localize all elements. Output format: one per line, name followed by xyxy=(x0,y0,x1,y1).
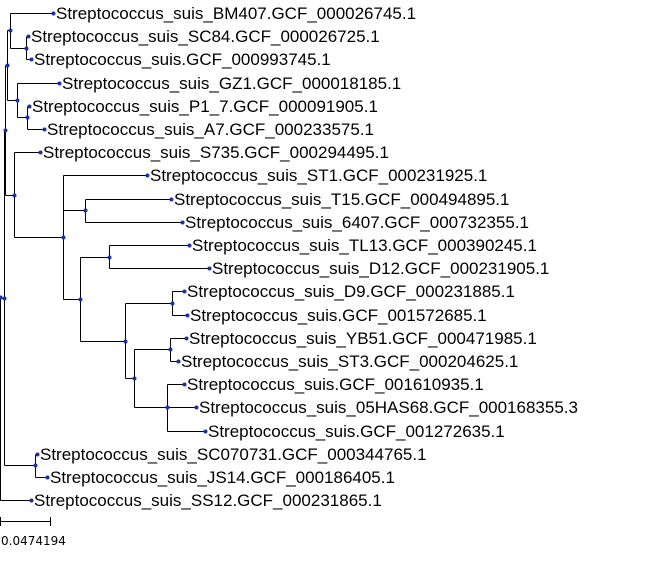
internal-node-dot xyxy=(132,376,137,381)
leaf-label: Streptococcus_suis_A7.GCF_000233575.1 xyxy=(47,120,374,139)
leaf-node-dot xyxy=(182,382,187,387)
leaf-label: Streptococcus_suis_SC070731.GCF_00034476… xyxy=(40,445,427,464)
scale-bar-label: 0.0474194 xyxy=(1,534,66,548)
internal-node-dot xyxy=(107,255,112,260)
leaf-node-dot xyxy=(207,266,212,271)
leaf-label: Streptococcus_suis_YB51.GCF_000471985.1 xyxy=(189,329,537,348)
leaf-label: Streptococcus_suis_05HAS68.GCF_000168355… xyxy=(199,398,578,417)
leaf-label: Streptococcus_suis_SS12.GCF_000231865.1 xyxy=(34,491,382,510)
leaf-label: Streptococcus_suis_TL13.GCF_000390245.1 xyxy=(192,236,537,255)
tree-nodes xyxy=(0,11,212,503)
leaf-node-dot xyxy=(57,81,62,86)
leaf-node-dot xyxy=(203,429,208,434)
leaf-label: Streptococcus_suis_ST3.GCF_000204625.1 xyxy=(181,352,518,371)
leaf-label: Streptococcus_suis.GCF_000993745.1 xyxy=(34,50,331,69)
leaf-label: Streptococcus_suis_D12.GCF_000231905.1 xyxy=(212,259,549,278)
internal-node-dot xyxy=(165,405,170,410)
leaf-node-dot xyxy=(176,359,181,364)
leaf-label: Streptococcus_suis_T15.GCF_000494895.1 xyxy=(174,190,509,209)
internal-node-dot xyxy=(83,208,88,213)
leaf-label: Streptococcus_suis_BM407.GCF_000026745.1 xyxy=(56,4,416,23)
leaf-node-dot xyxy=(185,313,190,318)
leaf-node-dot xyxy=(194,405,199,410)
scale-bar: 0.0474194 xyxy=(0,517,66,548)
internal-node-dot xyxy=(25,115,30,120)
leaf-label: Streptococcus_suis_JS14.GCF_000186405.1 xyxy=(50,468,395,487)
leaf-node-dot xyxy=(51,11,56,16)
leaf-label: Streptococcus_suis.GCF_001610935.1 xyxy=(187,375,484,394)
leaf-node-dot xyxy=(184,336,189,341)
internal-node-dot xyxy=(12,193,17,198)
internal-node-dot xyxy=(3,128,8,133)
leaf-node-dot xyxy=(45,475,50,480)
leaf-node-dot xyxy=(42,127,47,132)
leaf-label: Streptococcus_suis_D9.GCF_000231885.1 xyxy=(187,282,515,301)
leaf-node-dot xyxy=(180,220,185,225)
leaf-node-dot xyxy=(26,34,31,39)
leaf-node-dot xyxy=(29,57,34,62)
internal-node-dot xyxy=(24,46,29,51)
leaf-labels: Streptococcus_suis_BM407.GCF_000026745.1… xyxy=(31,4,578,510)
internal-node-dot xyxy=(8,28,13,33)
internal-node-dot xyxy=(168,347,173,352)
leaf-label: Streptococcus_suis_SC84.GCF_000026725.1 xyxy=(31,27,380,46)
internal-node-dot xyxy=(0,295,3,300)
leaf-node-dot xyxy=(29,498,34,503)
internal-node-dot xyxy=(15,98,20,103)
leaf-node-dot xyxy=(27,104,32,109)
leaf-label: Streptococcus_suis_6407.GCF_000732355.1 xyxy=(185,213,529,232)
leaf-node-dot xyxy=(187,243,192,248)
internal-node-dot xyxy=(61,235,66,240)
leaf-node-dot xyxy=(182,289,187,294)
leaf-node-dot xyxy=(38,150,43,155)
internal-node-dot xyxy=(33,463,38,468)
leaf-label: Streptococcus_suis.GCF_001572685.1 xyxy=(190,306,487,325)
leaf-label: Streptococcus_suis_GZ1.GCF_000018185.1 xyxy=(62,74,401,93)
leaf-node-dot xyxy=(35,452,40,457)
internal-node-dot xyxy=(123,339,128,344)
internal-node-dot xyxy=(170,301,175,306)
internal-node-dot xyxy=(5,63,10,68)
leaf-label: Streptococcus_suis_P1_7.GCF_000091905.1 xyxy=(32,97,378,116)
leaf-label: Streptococcus_suis.GCF_001272635.1 xyxy=(208,422,505,441)
leaf-label: Streptococcus_suis_ST1.GCF_000231925.1 xyxy=(150,166,487,185)
leaf-node-dot xyxy=(169,197,174,202)
internal-node-dot xyxy=(78,297,83,302)
leaf-node-dot xyxy=(145,173,150,178)
internal-node-dot xyxy=(2,296,7,301)
leaf-label: Streptococcus_suis_S735.GCF_000294495.1 xyxy=(43,143,389,162)
